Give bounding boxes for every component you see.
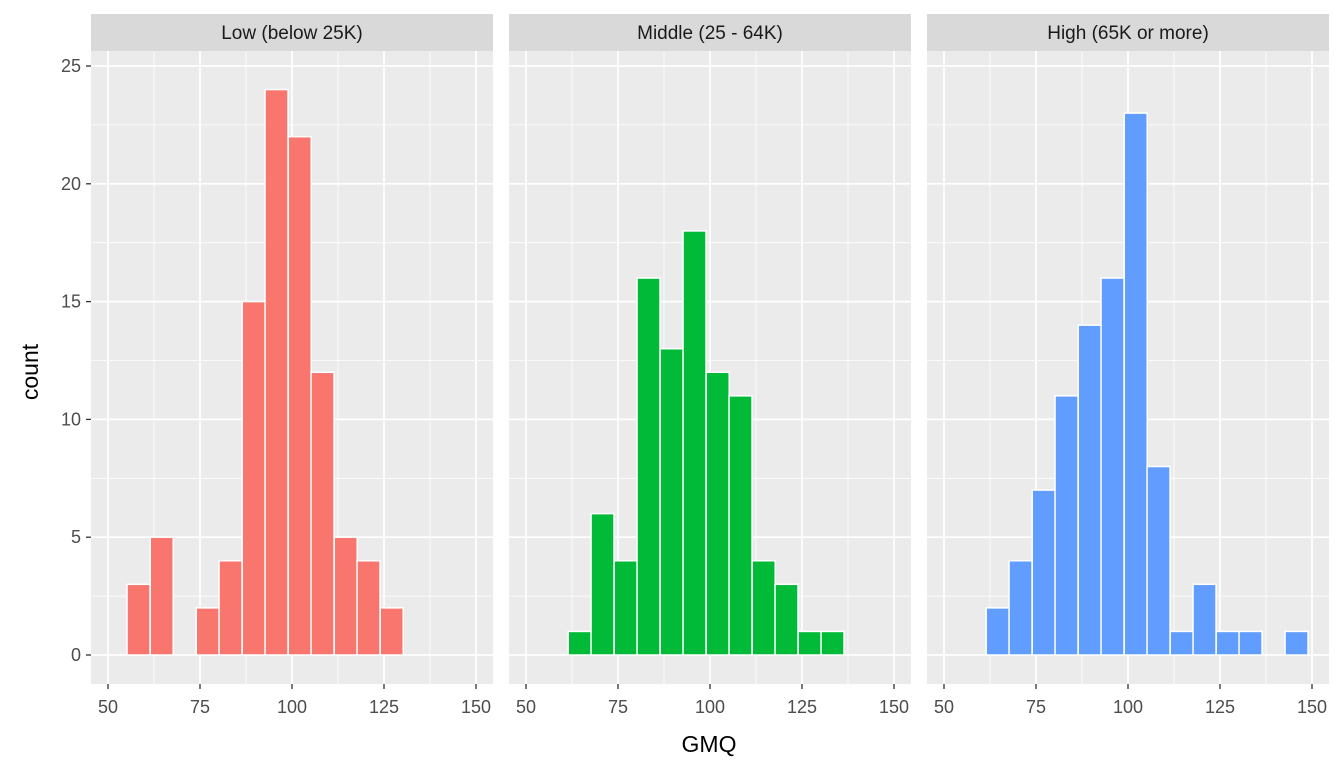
histogram-bar	[613, 560, 638, 656]
facet-panel: Middle (25 - 64K) 50 75 100 125 150	[509, 14, 911, 717]
x-tick-label: 75	[190, 697, 210, 717]
facet-panel: High (65K or more) 50 75 100 125 150	[927, 14, 1329, 717]
facet-strip-label: Low (below 25K)	[221, 23, 363, 44]
x-tick-label: 125	[787, 697, 817, 717]
histogram-bar	[590, 512, 615, 656]
x-tick-label: 125	[1205, 697, 1235, 717]
histogram-bar	[287, 135, 312, 656]
histogram-bar	[149, 536, 174, 656]
y-tick-label: 25	[61, 56, 81, 76]
histogram-bar	[659, 347, 684, 656]
histogram-bar	[774, 583, 799, 656]
facet-panel: Low (below 25K) 50 75 100 125 150 0 5 10 15 20 25	[61, 14, 493, 717]
histogram-bar	[1215, 630, 1240, 656]
x-tick-label: 50	[934, 697, 954, 717]
x-tick-label: 50	[98, 697, 118, 717]
y-tick-label: 15	[61, 292, 81, 312]
facet-strip	[927, 14, 1329, 51]
histogram-bar	[195, 607, 220, 656]
histogram-bar	[985, 607, 1010, 656]
y-tick-label: 10	[61, 409, 81, 429]
facet-strip	[509, 14, 911, 51]
x-tick-label: 75	[608, 697, 628, 717]
histogram-bar	[1123, 112, 1148, 656]
facet-strip-label: High (65K or more)	[1047, 23, 1209, 44]
histogram-bar	[1031, 489, 1056, 656]
histogram-bar	[1284, 630, 1309, 656]
histogram-bar	[310, 371, 335, 656]
histogram-bar	[1008, 560, 1033, 656]
x-tick-label: 75	[1026, 697, 1046, 717]
histogram-bar	[126, 583, 151, 656]
x-tick-label: 100	[695, 697, 725, 717]
x-tick-label: 50	[516, 697, 536, 717]
histogram-bar	[1169, 630, 1194, 656]
y-tick-label: 0	[71, 645, 81, 665]
histogram-bar	[567, 630, 592, 656]
histogram-bar	[218, 560, 243, 656]
histogram-bar	[1146, 465, 1171, 656]
y-axis-title: count	[17, 343, 43, 400]
histogram-bar	[333, 536, 358, 656]
histogram-bar	[820, 630, 845, 656]
histogram-bar	[682, 230, 707, 656]
x-axis-title: GMQ	[682, 731, 737, 757]
histogram-bar	[636, 277, 661, 656]
histogram-bar	[264, 88, 289, 656]
histogram-bar	[379, 607, 404, 656]
y-tick-label: 5	[71, 527, 81, 547]
x-tick-label: 150	[879, 697, 909, 717]
histogram-bar	[705, 371, 730, 656]
x-tick-label: 150	[461, 697, 491, 717]
axis-titles: GMQ count	[17, 343, 736, 757]
x-tick-label: 150	[1297, 697, 1327, 717]
facets-layer: Low (below 25K) 50 75 100 125 150 0 5 10 15 20 25 Mi…	[61, 14, 1329, 717]
histogram-bar	[1238, 630, 1263, 656]
histogram-bar	[1054, 395, 1079, 656]
facet-strip-label: Middle (25 - 64K)	[637, 23, 783, 44]
histogram-bar	[1100, 277, 1125, 656]
x-tick-label: 125	[369, 697, 399, 717]
x-tick-label: 100	[277, 697, 307, 717]
histogram-bar	[1077, 324, 1102, 656]
histogram-bar	[241, 300, 266, 656]
facet-strip	[91, 14, 493, 51]
x-tick-label: 100	[1113, 697, 1143, 717]
histogram-bar	[728, 395, 753, 656]
histogram-bar	[1192, 583, 1217, 656]
y-tick-label: 20	[61, 174, 81, 194]
histogram-bar	[751, 560, 776, 656]
histogram-bar	[356, 560, 381, 656]
histogram-bar	[797, 630, 822, 656]
